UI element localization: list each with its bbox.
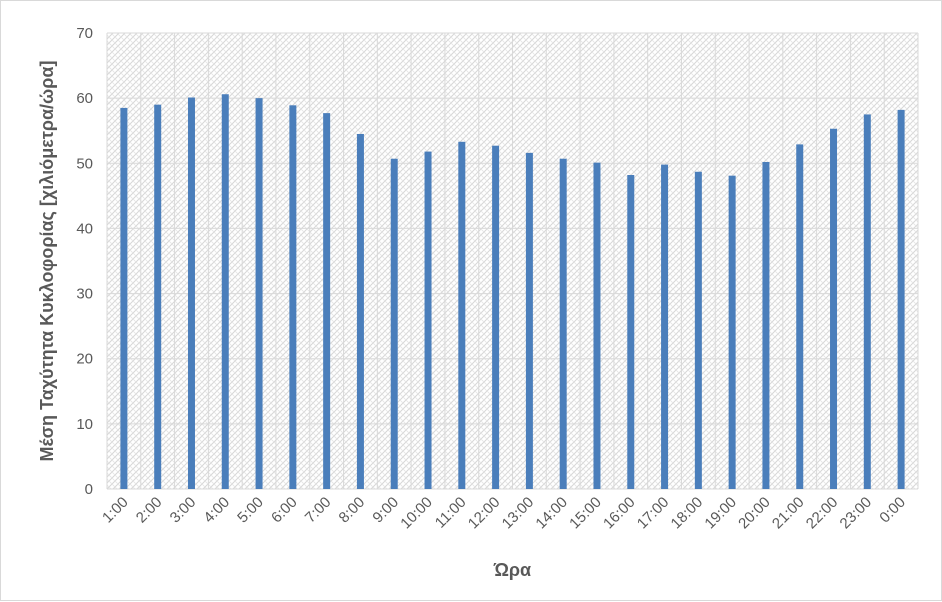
y-tick-label: 10	[76, 416, 93, 433]
x-tick-label: 21:00	[769, 494, 808, 533]
bar	[492, 145, 500, 489]
x-tick-label: 15:00	[566, 494, 605, 533]
x-tick-label: 6:00	[268, 494, 301, 527]
y-tick-label: 70	[76, 25, 93, 42]
bar	[323, 113, 331, 489]
y-tick-label: 20	[76, 351, 93, 368]
x-tick-label: 13:00	[499, 494, 538, 533]
x-tick-label: 17:00	[634, 494, 673, 533]
x-axis-title: Ώρα	[493, 560, 531, 580]
bar	[897, 109, 905, 490]
x-tick-label: 3:00	[167, 494, 200, 527]
bar	[796, 144, 804, 489]
x-tick-label: 2:00	[133, 494, 166, 527]
bar	[830, 128, 838, 489]
y-tick-label: 40	[76, 220, 93, 237]
bar	[120, 107, 128, 490]
x-tick-label: 14:00	[532, 494, 571, 533]
bar	[187, 97, 195, 490]
bar	[458, 141, 466, 489]
x-tick-label: 10:00	[397, 494, 436, 533]
x-tick-label: 16:00	[600, 494, 639, 533]
y-tick-label: 50	[76, 155, 93, 172]
bar	[863, 114, 871, 489]
bar	[661, 164, 669, 490]
x-tick-label: 1:00	[99, 494, 132, 527]
x-tick-label: 23:00	[837, 494, 876, 533]
x-tick-label: 8:00	[336, 494, 369, 527]
y-tick-label: 60	[76, 90, 93, 107]
x-tick-label: 18:00	[668, 494, 707, 533]
y-tick-label: 0	[85, 481, 93, 498]
bar	[694, 171, 702, 490]
bar	[255, 98, 263, 490]
gridlines	[106, 32, 919, 490]
bar	[762, 161, 770, 490]
bar	[627, 175, 635, 490]
bar	[728, 175, 736, 490]
bar	[525, 152, 533, 489]
x-tick-label: 12:00	[465, 494, 504, 533]
x-tick-label: 4:00	[200, 494, 233, 527]
y-tick-labels: 0 10 20 30 40 50 60 70	[76, 25, 93, 498]
bar	[154, 104, 162, 490]
bars	[120, 94, 905, 490]
x-tick-label: 5:00	[234, 494, 267, 527]
bar	[221, 94, 229, 489]
x-tick-label: 11:00	[432, 494, 470, 532]
bar	[559, 158, 567, 489]
x-tick-label: 7:00	[302, 494, 335, 527]
x-tick-labels: 1:00 2:00 3:00 4:00 5:00 6:00 7:00 8:00 9:0010:0…	[99, 494, 909, 533]
bar	[390, 158, 398, 489]
bar	[593, 162, 601, 490]
x-tick-label: 0:00	[876, 494, 909, 527]
y-tick-label: 30	[76, 286, 93, 303]
bar	[356, 133, 364, 489]
x-tick-label: 20:00	[735, 494, 774, 533]
x-tick-label: 19:00	[701, 494, 740, 533]
bar	[424, 151, 432, 489]
y-axis-title: Μέση Ταχύτητα Κυκλοφορίας [χιλιόμετρα/ώρ…	[37, 61, 57, 462]
bar	[289, 105, 297, 490]
x-tick-label: 22:00	[803, 494, 842, 533]
